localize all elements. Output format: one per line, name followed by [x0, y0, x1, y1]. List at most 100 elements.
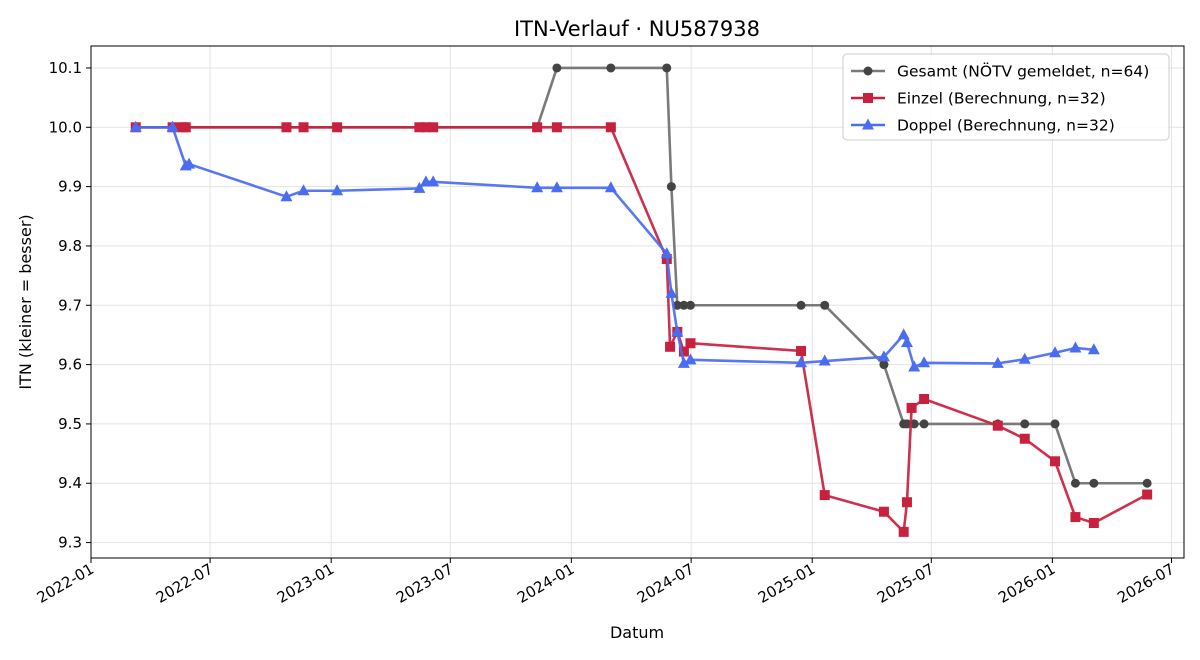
data-point-einzel — [665, 341, 676, 352]
data-point-doppel — [166, 120, 179, 132]
data-point-einzel — [428, 122, 439, 133]
data-point-einzel — [281, 122, 292, 133]
y-tick-label: 9.6 — [58, 356, 82, 374]
data-point-doppel — [897, 328, 910, 340]
data-point-doppel — [908, 360, 921, 372]
data-point-gesamt — [662, 63, 672, 73]
data-point-einzel — [1088, 517, 1099, 528]
x-tick-label: 2026-01 — [995, 560, 1058, 607]
data-point-einzel — [298, 122, 309, 133]
y-tick-label: 10.0 — [49, 118, 82, 136]
x-tick-label: 2024-01 — [514, 560, 577, 607]
y-tick-label: 9.5 — [58, 415, 82, 433]
legend-marker-doppel — [862, 118, 874, 130]
data-point-doppel — [550, 181, 563, 193]
data-point-einzel — [878, 506, 889, 517]
data-point-einzel — [901, 497, 912, 508]
y-tick-label: 9.8 — [58, 237, 82, 255]
data-point-einzel — [414, 122, 425, 133]
data-point-doppel — [1069, 341, 1082, 353]
data-point-doppel — [677, 356, 690, 368]
data-point-doppel — [1049, 346, 1062, 358]
y-tick-label: 9.7 — [58, 296, 82, 314]
data-point-einzel — [332, 122, 343, 133]
data-point-einzel — [796, 345, 807, 356]
data-point-doppel — [280, 190, 293, 202]
data-point-doppel — [900, 336, 913, 348]
axes: 9.3 9.4 9.5 9.6 9.7 9.8 9.9 10.0 10.1 2022-01 2022… — [34, 59, 1178, 607]
data-point-einzel — [180, 122, 191, 133]
data-point-gesamt — [1050, 419, 1060, 429]
grid-lines — [90, 46, 1184, 558]
data-point-gesamt — [796, 300, 806, 310]
data-point-doppel — [1087, 343, 1100, 355]
data-point-doppel — [331, 184, 344, 196]
chart-title: ITN-Verlauf · NU587938 — [514, 17, 760, 41]
data-point-gesamt — [902, 419, 912, 429]
data-point-einzel — [605, 122, 616, 133]
data-point-einzel — [685, 338, 696, 349]
data-point-einzel — [898, 526, 909, 537]
legend-marker-gesamt — [863, 66, 873, 76]
data-point-doppel — [183, 157, 196, 169]
data-point-gesamt — [1070, 478, 1080, 488]
data-point-einzel — [1070, 512, 1081, 523]
data-point-gesamt — [1020, 419, 1030, 429]
data-point-einzel — [1019, 433, 1030, 444]
data-point-gesamt — [919, 419, 929, 429]
data-point-gesamt — [666, 182, 676, 192]
data-point-gesamt — [672, 300, 682, 310]
series-line-doppel — [135, 125, 1094, 369]
data-point-einzel — [420, 122, 431, 133]
series-line-einzel — [135, 125, 1148, 534]
legend-label-gesamt: Gesamt (NÖTV gemeldet, n=64) — [897, 62, 1149, 81]
data-point-gesamt — [1089, 478, 1099, 488]
data-point-doppel — [818, 354, 831, 366]
x-tick-label: 2023-01 — [274, 560, 337, 607]
x-tick-label: 2025-01 — [755, 560, 818, 607]
data-point-gesamt — [606, 63, 616, 73]
data-point-einzel — [678, 346, 689, 357]
data-point-gesamt — [820, 300, 830, 310]
data-point-gesamt — [679, 300, 689, 310]
data-point-doppel — [684, 353, 697, 365]
series-layer — [129, 63, 1153, 537]
data-point-einzel — [819, 490, 830, 501]
data-point-doppel — [665, 286, 678, 298]
x-tick-label: 2022-01 — [34, 560, 97, 607]
x-tick-label: 2023-07 — [393, 560, 456, 607]
data-point-doppel — [531, 181, 544, 193]
data-point-gesamt — [879, 360, 889, 370]
data-point-einzel — [906, 402, 917, 413]
legend-label-doppel: Doppel (Berechnung, n=32) — [897, 117, 1115, 135]
data-point-doppel — [795, 356, 808, 368]
plot-area-frame — [90, 45, 1185, 559]
y-tick-label: 10.1 — [49, 59, 82, 77]
data-point-doppel — [604, 181, 617, 193]
data-point-gesamt — [1142, 478, 1152, 488]
data-point-doppel — [297, 184, 310, 196]
x-tick-label: 2022-07 — [153, 560, 216, 607]
data-point-doppel — [427, 175, 440, 187]
y-tick-label: 9.3 — [58, 534, 82, 552]
data-point-gesamt — [552, 63, 562, 73]
legend-box — [842, 53, 1170, 141]
x-tick-label: 2026-07 — [1114, 560, 1177, 607]
data-point-doppel — [918, 356, 931, 368]
data-point-doppel — [129, 120, 142, 132]
data-point-einzel — [551, 122, 562, 133]
data-point-doppel — [413, 181, 426, 193]
data-point-doppel — [660, 247, 673, 259]
data-point-einzel — [1142, 489, 1153, 500]
legend: Gesamt (NÖTV gemeldet, n=64) Einzel (Bere… — [842, 53, 1170, 141]
data-point-doppel — [877, 350, 890, 362]
x-tick-label: 2024-07 — [634, 560, 697, 607]
data-point-doppel — [991, 356, 1004, 368]
legend-label-einzel: Einzel (Berechnung, n=32) — [897, 90, 1106, 108]
y-axis-label: ITN (kleiner = besser) — [16, 214, 35, 389]
data-point-einzel — [992, 420, 1003, 431]
data-point-gesamt — [685, 300, 695, 310]
y-tick-label: 9.4 — [58, 474, 82, 492]
data-point-einzel — [919, 394, 930, 405]
